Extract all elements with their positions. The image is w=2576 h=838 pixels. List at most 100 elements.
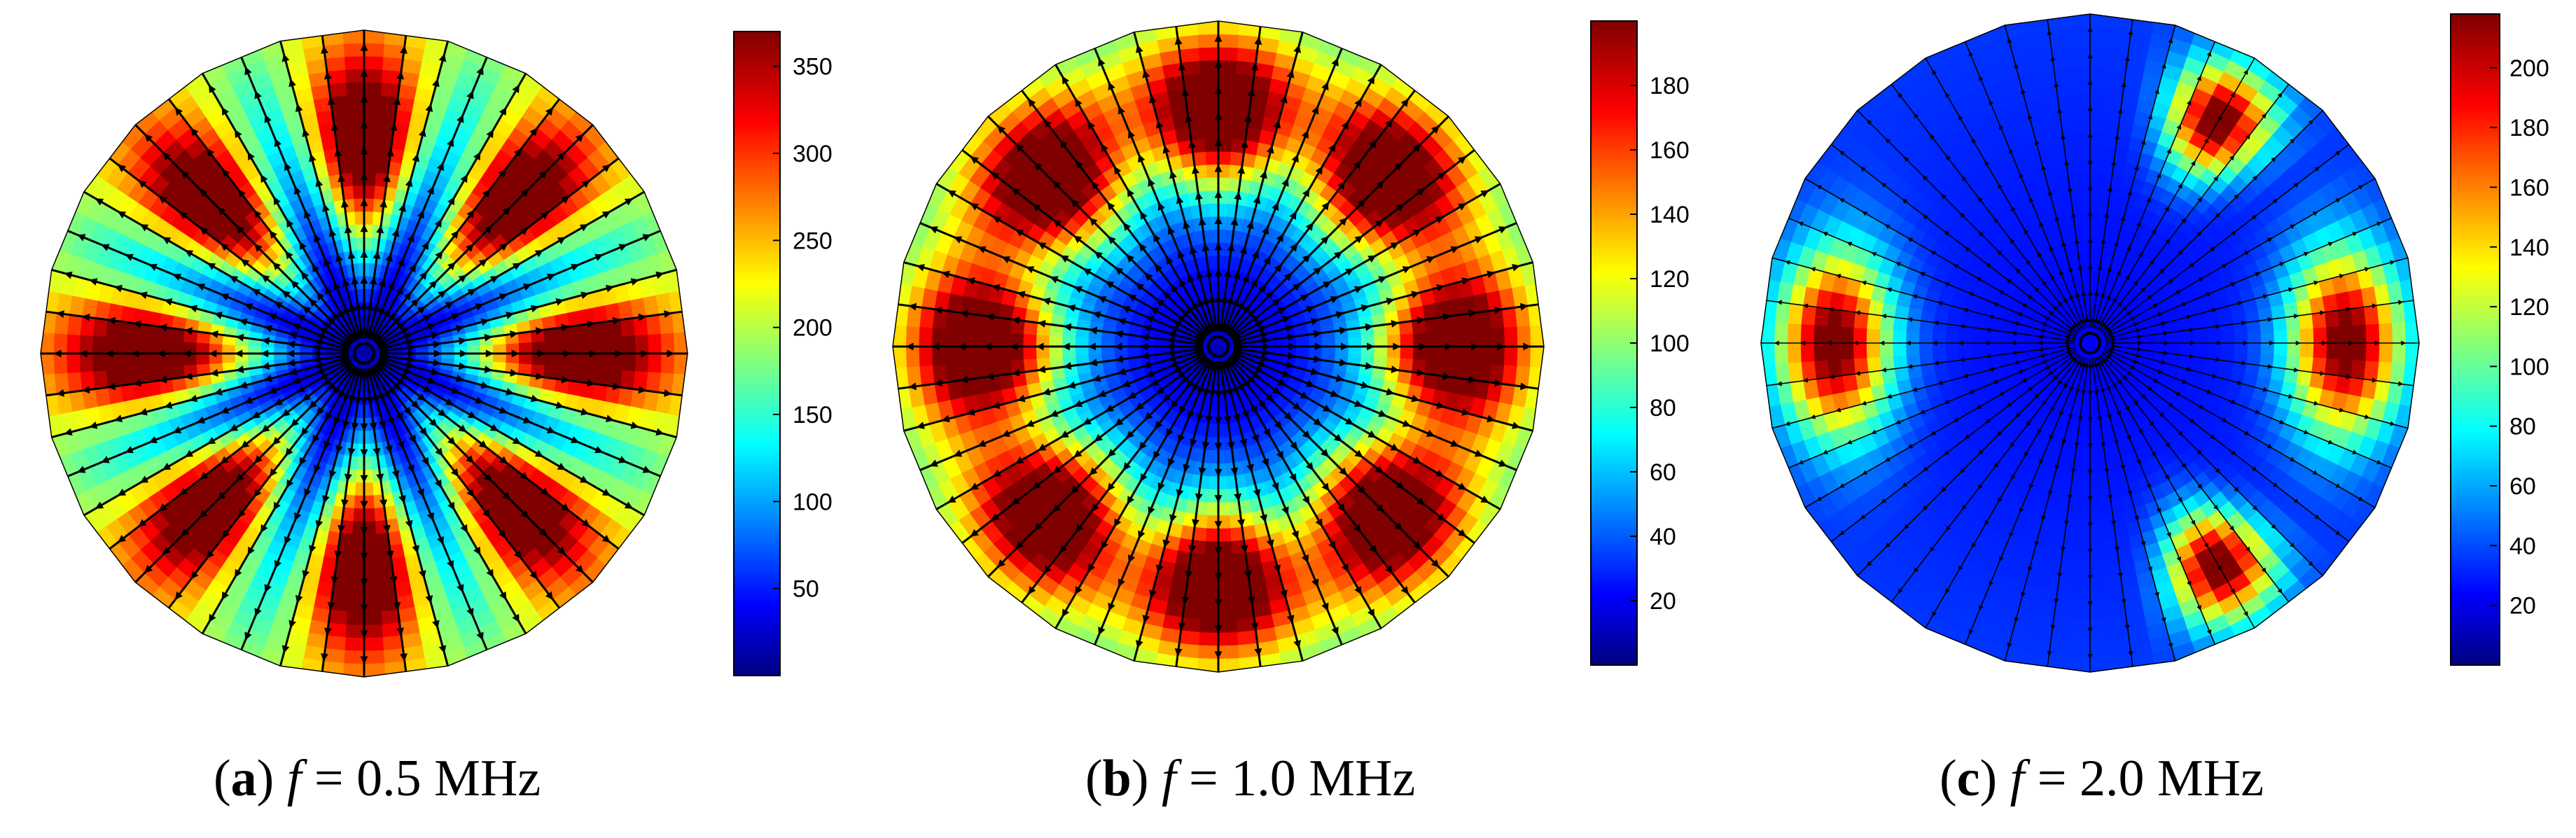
- heat-cell: [363, 81, 384, 96]
- heat-cell: [319, 673, 344, 677]
- heat-cell: [118, 368, 134, 386]
- heat-cell: [343, 637, 365, 652]
- colorbar-tick-label: 50: [793, 576, 819, 603]
- heat-cell: [1202, 99, 1220, 113]
- heat-cell: [1218, 151, 1232, 165]
- heat-cell: [325, 56, 347, 72]
- heat-cell: [349, 133, 365, 148]
- heat-cell: [363, 133, 380, 148]
- heat-cell: [363, 185, 376, 200]
- heat-cell: [195, 352, 210, 365]
- heat-cell: [1206, 176, 1220, 191]
- heat-cell: [684, 309, 688, 334]
- heat-cell: [1022, 333, 1037, 347]
- heat-cell: [1218, 176, 1231, 191]
- heat-cell: [381, 635, 403, 651]
- heat-cell: [1185, 99, 1204, 115]
- heat-cell: [1374, 346, 1388, 359]
- heat-cell: [596, 337, 611, 355]
- heat-cell: [363, 30, 388, 32]
- heat-cell: [1048, 334, 1063, 347]
- heat-cell: [348, 559, 365, 574]
- heat-cell: [1206, 502, 1219, 517]
- caption-letter-a: a: [230, 750, 257, 807]
- heat-cell: [363, 159, 378, 174]
- heat-cell: [342, 30, 366, 32]
- heat-cell: [570, 353, 585, 370]
- heat-cell: [996, 330, 1011, 347]
- caption-value-a: 0.5 MHz: [356, 750, 541, 807]
- heat-cell: [1426, 332, 1440, 348]
- heat-cell: [118, 352, 132, 370]
- heat-cell: [544, 340, 559, 355]
- heat-cell: [41, 308, 44, 333]
- heat-cell: [1217, 528, 1232, 543]
- heat-cell: [1426, 346, 1440, 363]
- heat-cell: [169, 352, 184, 367]
- heat-cell: [596, 353, 611, 371]
- heat-cell: [518, 342, 533, 355]
- heat-cell: [347, 107, 365, 122]
- heat-cell: [648, 353, 662, 375]
- heat-cell: [169, 340, 184, 354]
- heat-cell: [1451, 346, 1466, 364]
- heat-cell: [544, 353, 559, 368]
- heat-cell: [594, 321, 610, 340]
- panel-a: 50 100 150 200 250 300 350 (a) f = 0.5 MHz: [0, 0, 854, 838]
- heat-cell: [570, 339, 585, 355]
- caption-a: (a) f = 0.5 MHz: [214, 750, 541, 807]
- heat-cell: [970, 329, 985, 347]
- heat-cell: [996, 345, 1011, 361]
- heat-cell: [41, 286, 48, 312]
- heat-cell: [350, 533, 365, 548]
- heat-cell: [384, 673, 409, 677]
- heat-cell: [352, 508, 365, 522]
- heat-cell: [378, 584, 397, 599]
- heat-cell: [684, 374, 688, 399]
- heat-cell: [1204, 125, 1220, 139]
- heat-cell: [118, 336, 132, 354]
- heat-cell: [648, 333, 662, 356]
- heat-cell: [686, 353, 688, 377]
- heat-cell: [362, 637, 384, 652]
- colorbar-tick-label: 200: [793, 315, 833, 342]
- colorbar-tick-label: 350: [793, 54, 833, 81]
- heat-cell: [41, 351, 42, 376]
- heat-cell: [1218, 125, 1234, 139]
- heat-cell: [405, 670, 431, 677]
- heat-cell: [363, 55, 385, 70]
- heat-cell: [41, 330, 42, 354]
- heat-cell: [352, 185, 365, 200]
- heat-cell: [1450, 314, 1466, 333]
- panel-b: 20 40 60 80 100 120 140 160 180 (b) f = 1.0 MHz: [858, 0, 1719, 838]
- heat-cell: [405, 30, 431, 37]
- heat-cell: [384, 30, 410, 34]
- heat-cell: [1202, 554, 1219, 568]
- heat-cell: [346, 81, 365, 96]
- heat-cell: [363, 533, 377, 548]
- heat-cell: [92, 352, 106, 372]
- heat-cell: [646, 314, 662, 337]
- heat-cell: [331, 108, 350, 123]
- heat-cell: [92, 334, 106, 354]
- heat-cell: [340, 676, 365, 677]
- heat-cell: [144, 337, 158, 354]
- heat-cell: [351, 159, 365, 174]
- heat-cell: [518, 353, 533, 365]
- heat-cell: [970, 361, 987, 379]
- heat-cell: [66, 351, 81, 374]
- heat-cell: [41, 394, 48, 420]
- heat-cell: [686, 331, 688, 356]
- heat-cell: [328, 82, 349, 97]
- heat-cell: [67, 370, 83, 393]
- heat-cell: [1201, 580, 1219, 594]
- caption-variable-a: f: [286, 750, 302, 807]
- heat-cell: [363, 508, 376, 522]
- heat-cell: [1217, 502, 1230, 517]
- colorbar-tick-label: 150: [793, 402, 833, 428]
- colorbar-tick-label: 250: [793, 228, 833, 254]
- heat-cell: [363, 611, 382, 626]
